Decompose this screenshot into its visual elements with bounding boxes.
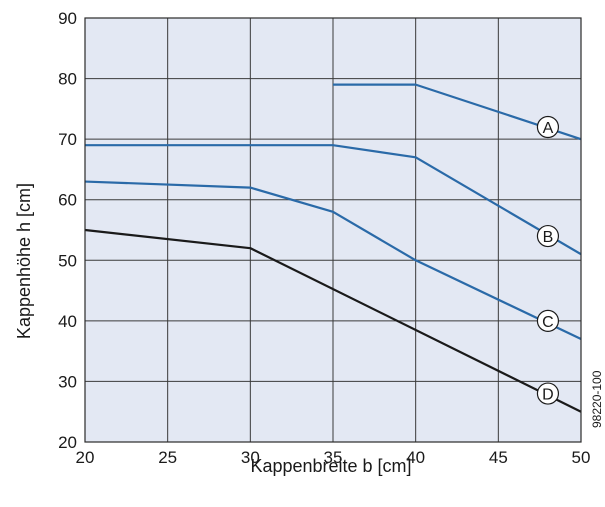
y-tick-label: 70 xyxy=(58,130,77,149)
y-tick-label: 30 xyxy=(58,372,77,391)
y-tick-label: 50 xyxy=(58,251,77,270)
series-marker-label-c: C xyxy=(542,314,554,331)
plot-frame xyxy=(84,17,582,443)
x-axis-title: Kappenbreite b [cm] xyxy=(250,456,411,476)
x-tick-label: 50 xyxy=(572,448,591,467)
figure-code: 98220-100 xyxy=(590,370,604,428)
x-tick-label: 45 xyxy=(489,448,508,467)
series-marker-label-b: B xyxy=(543,229,554,246)
y-tick-label: 60 xyxy=(58,191,77,210)
series-line-a xyxy=(333,83,582,141)
series-marker-d xyxy=(536,382,560,405)
x-tick-label: 20 xyxy=(76,448,95,467)
series-marker-a xyxy=(536,115,560,139)
series-marker-label-a: A xyxy=(543,120,554,137)
x-tick-label: 30 xyxy=(241,448,260,467)
y-tick-label: 40 xyxy=(58,312,77,331)
series-line-d xyxy=(84,228,582,413)
series-marker-c xyxy=(536,309,560,332)
series-markers: A B C D xyxy=(536,115,560,405)
series-line-c xyxy=(84,180,582,341)
y-tick-labels: 20 30 40 50 60 70 80 90 xyxy=(58,9,77,452)
series-marker-label-d: D xyxy=(542,387,554,404)
y-tick-label: 80 xyxy=(58,70,77,89)
x-tick-label: 40 xyxy=(406,448,425,467)
x-tick-labels: 20 25 30 35 40 45 50 xyxy=(76,448,591,467)
x-tick-label: 35 xyxy=(324,448,343,467)
series-line-b xyxy=(85,144,582,256)
series-marker-b xyxy=(536,224,560,248)
y-tick-label: 90 xyxy=(58,9,77,28)
x-tick-label: 25 xyxy=(158,448,177,467)
y-tick-label: 20 xyxy=(58,433,77,452)
y-axis-title: Kappenhöhe h [cm] xyxy=(14,183,34,339)
series-lines xyxy=(84,83,582,413)
